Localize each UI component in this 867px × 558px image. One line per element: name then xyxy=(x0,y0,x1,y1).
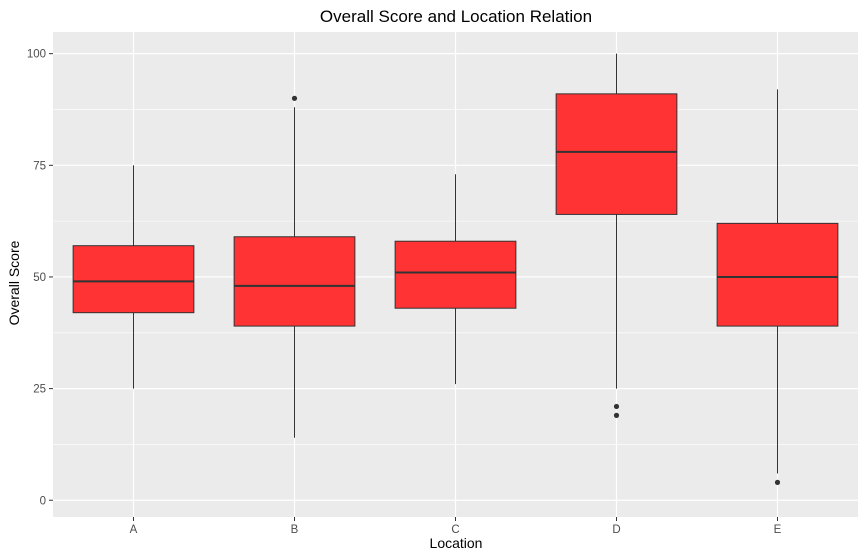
y-tick-label: 50 xyxy=(33,272,46,284)
y-tick-label: 25 xyxy=(33,384,46,396)
box-iqr xyxy=(394,240,517,309)
boxes xyxy=(72,53,839,485)
x-tick-label: B xyxy=(291,524,299,536)
x-tick-label: D xyxy=(612,524,620,536)
outlier-point xyxy=(291,95,298,101)
box-iqr xyxy=(716,222,839,327)
box-iqr xyxy=(72,245,195,314)
x-tick-label: A xyxy=(130,524,138,536)
y-tick-label: 0 xyxy=(40,495,46,507)
y-tick-label: 75 xyxy=(33,160,46,172)
axes: 0 25 50 75 100 A B C D E xyxy=(27,49,782,536)
box-a xyxy=(72,165,195,389)
y-axis-title: Overall Score xyxy=(6,240,22,325)
box-iqr xyxy=(555,93,678,215)
box-iqr xyxy=(233,236,356,327)
box-d xyxy=(555,53,678,419)
box-e xyxy=(716,89,839,485)
outlier-point xyxy=(774,479,781,485)
x-axis-title: Location xyxy=(430,535,483,551)
outlier-point xyxy=(613,412,620,419)
box-c xyxy=(394,174,517,385)
chart-title: Overall Score and Location Relation xyxy=(320,7,592,26)
outlier-point xyxy=(613,403,620,410)
x-tick-label: E xyxy=(774,524,782,536)
x-tick-label: C xyxy=(451,524,459,536)
box-b xyxy=(233,95,356,438)
y-tick-label: 100 xyxy=(27,49,46,61)
